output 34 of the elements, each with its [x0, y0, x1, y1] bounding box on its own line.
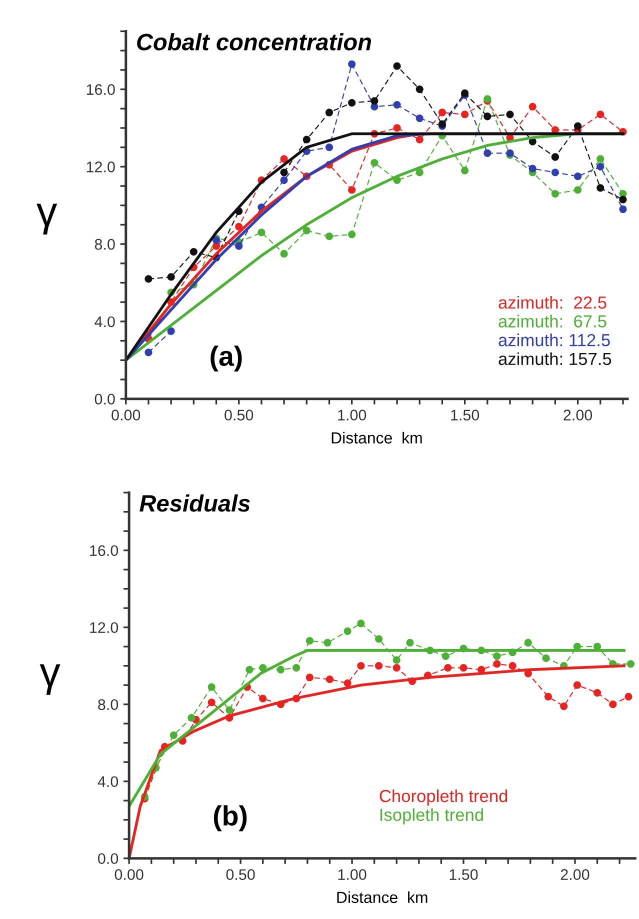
x-tick-label: 2.00 [560, 869, 590, 880]
y-tick-label: 4.0 [98, 776, 118, 788]
y-axis-title: γ [36, 204, 58, 234]
text: Isopleth trend [380, 808, 483, 824]
x-axis-title: Distance km [337, 891, 428, 904]
y-tick-label: 12.0 [90, 622, 118, 634]
y-tick-label: 8.0 [98, 699, 118, 710]
y-tick-label: 8.0 [94, 238, 115, 250]
x-tick-label: 1.00 [338, 869, 366, 880]
x-tick-label: 0.00 [114, 869, 144, 880]
x-tick-label: 1.50 [450, 869, 478, 880]
text: azimuth: 22.5 [498, 296, 606, 309]
x-tick-label: 2.00 [564, 410, 592, 420]
chart-title: Cobalt concentration [137, 33, 372, 50]
x-tick-label: 0.50 [226, 869, 255, 880]
x-tick-label: 1.50 [451, 410, 480, 420]
annotation: (a) [210, 346, 242, 372]
text: azimuth: 157.5 [498, 352, 612, 366]
x-tick-label: 1.00 [338, 410, 366, 420]
x-tick-label: 0.00 [112, 410, 140, 420]
y-tick-label: 0.0 [94, 394, 115, 405]
x-tick-label: 0.50 [224, 410, 254, 420]
y-tick-label: 12.0 [86, 162, 115, 172]
y-tick-label: 0.0 [98, 853, 118, 864]
y-axis-title: γ [40, 664, 60, 695]
y-tick-label: 4.0 [94, 316, 115, 328]
annotation: (b) [214, 805, 247, 832]
x-axis-title: Distance km [332, 432, 422, 444]
y-tick-label: 16.0 [86, 84, 115, 95]
text: Choropleth trend [380, 789, 508, 806]
chart-title: Residuals [140, 494, 250, 512]
text: azimuth: 67.5 [498, 314, 606, 328]
y-tick-label: 16.0 [90, 545, 118, 556]
text: azimuth: 112.5 [498, 334, 610, 346]
